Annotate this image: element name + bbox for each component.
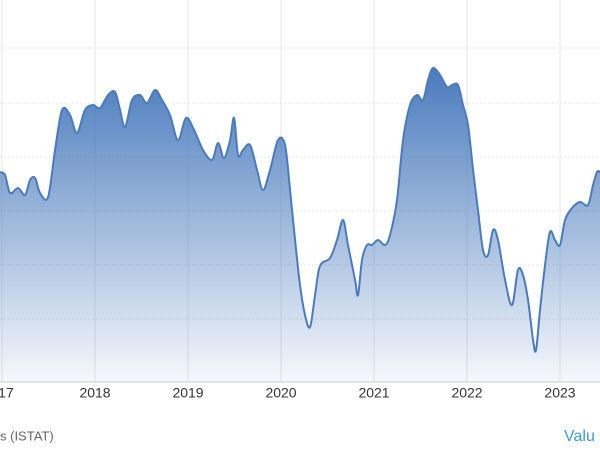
area-fill: [0, 67, 600, 383]
x-tick-label: 2019: [172, 385, 203, 401]
source: s (ISTAT): [0, 428, 54, 443]
x-tick-label: 2018: [79, 385, 110, 401]
plot: [0, 0, 600, 383]
x-tick-label: 2020: [265, 385, 296, 401]
link[interactable]: Valu: [564, 428, 595, 445]
x-tick-label: 2021: [358, 385, 389, 401]
line: [0, 66, 600, 353]
x-tick-label: 017: [0, 385, 14, 401]
x-tick-label: 2022: [451, 385, 482, 401]
x-tick-label: 2023: [544, 385, 575, 401]
